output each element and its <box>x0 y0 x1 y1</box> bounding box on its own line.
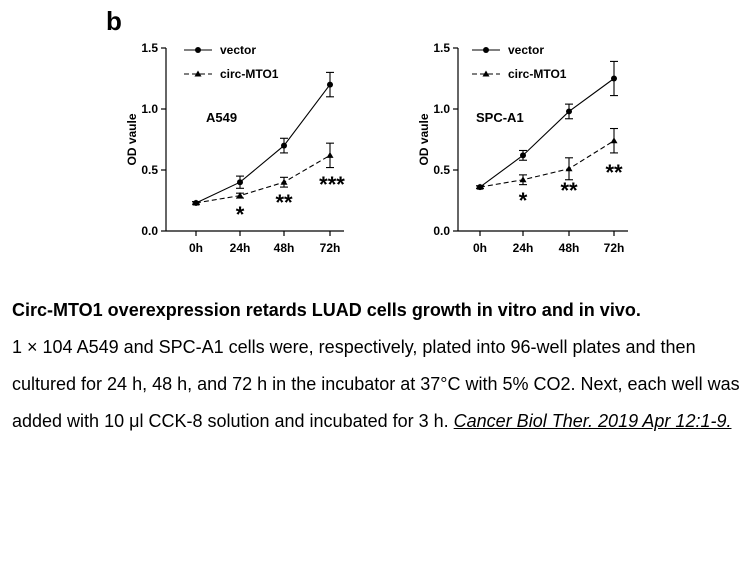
data-point-triangle <box>519 176 527 183</box>
x-tick-label: 24h <box>513 241 534 255</box>
significance-label: *** <box>319 172 345 197</box>
y-tick-label: 1.0 <box>141 102 158 116</box>
data-point-triangle <box>610 137 618 144</box>
data-point-circle <box>237 179 243 186</box>
data-point-triangle <box>280 178 288 185</box>
y-tick-label: 1.5 <box>141 41 158 55</box>
y-tick-label: 1.5 <box>433 41 450 55</box>
x-tick-label: 72h <box>320 241 341 255</box>
data-point-triangle <box>192 199 200 206</box>
data-point-circle <box>327 81 333 88</box>
data-point-triangle <box>565 165 573 172</box>
data-point-circle <box>520 152 526 159</box>
series-line-circ-mto1 <box>479 140 615 188</box>
figure: b 0.0 0.5 1.0 1.5 0h 24h 48h 72h OD vaule vector c… <box>106 6 628 255</box>
legend-label: circ-MTO1 <box>508 67 567 81</box>
series-line-vector <box>479 78 615 188</box>
y-tick-label: 0.5 <box>433 163 450 177</box>
legend-marker-circle <box>483 47 489 53</box>
y-tick-label: 1.0 <box>433 102 450 116</box>
legend-marker-circle <box>195 47 201 53</box>
caption-body: 1 × 104 A549 and SPC-A1 cells were, resp… <box>12 329 747 440</box>
data-point-circle <box>566 108 572 115</box>
y-tick-label: 0.0 <box>141 224 158 238</box>
legend-label: vector <box>508 43 544 57</box>
legend-marker-triangle <box>194 70 202 77</box>
significance-label: * <box>236 202 245 227</box>
data-point-triangle <box>326 151 334 158</box>
significance-label: * <box>519 188 528 213</box>
y-tick-label: 0.5 <box>141 163 158 177</box>
data-point-circle <box>281 142 287 149</box>
x-tick-label: 72h <box>604 241 625 255</box>
data-point-circle <box>611 75 617 82</box>
significance-label: ** <box>560 178 578 203</box>
significance-label: ** <box>605 160 623 185</box>
figure-caption: Circ-MTO1 overexpression retards LUAD ce… <box>12 292 747 440</box>
caption-text: 1 × 104 A549 and SPC-A1 cells were, resp… <box>12 337 740 431</box>
x-tick-label: 48h <box>274 241 295 255</box>
y-axis-label: OD vaule <box>417 113 431 165</box>
legend-label: vector <box>220 43 256 57</box>
x-tick-label: 0h <box>189 241 203 255</box>
x-tick-label: 24h <box>230 241 251 255</box>
significance-label: ** <box>275 190 293 215</box>
legend-marker-triangle <box>482 70 490 77</box>
series-line-vector <box>195 84 331 204</box>
data-point-triangle <box>236 192 244 199</box>
chart-panel-spc-a1: 0.0 0.5 1.0 1.5 0h 24h 48h 72h OD vaule vector cir… <box>417 41 628 255</box>
cell-line-label: SPC-A1 <box>476 110 524 125</box>
panel-letter: b <box>106 6 122 36</box>
series-line-circ-mto1 <box>195 154 331 204</box>
legend-label: circ-MTO1 <box>220 67 279 81</box>
chart-panel-a549: 0.0 0.5 1.0 1.5 0h 24h 48h 72h OD vaule vector cir… <box>125 41 345 255</box>
data-point-triangle <box>476 183 484 190</box>
y-axis-label: OD vaule <box>125 113 139 165</box>
y-tick-label: 0.0 <box>433 224 450 238</box>
cell-line-label: A549 <box>206 110 237 125</box>
x-tick-label: 0h <box>473 241 487 255</box>
citation-link[interactable]: Cancer Biol Ther. 2019 Apr 12:1-9. <box>453 411 732 431</box>
x-tick-label: 48h <box>559 241 580 255</box>
caption-title: Circ-MTO1 overexpression retards LUAD ce… <box>12 300 641 320</box>
